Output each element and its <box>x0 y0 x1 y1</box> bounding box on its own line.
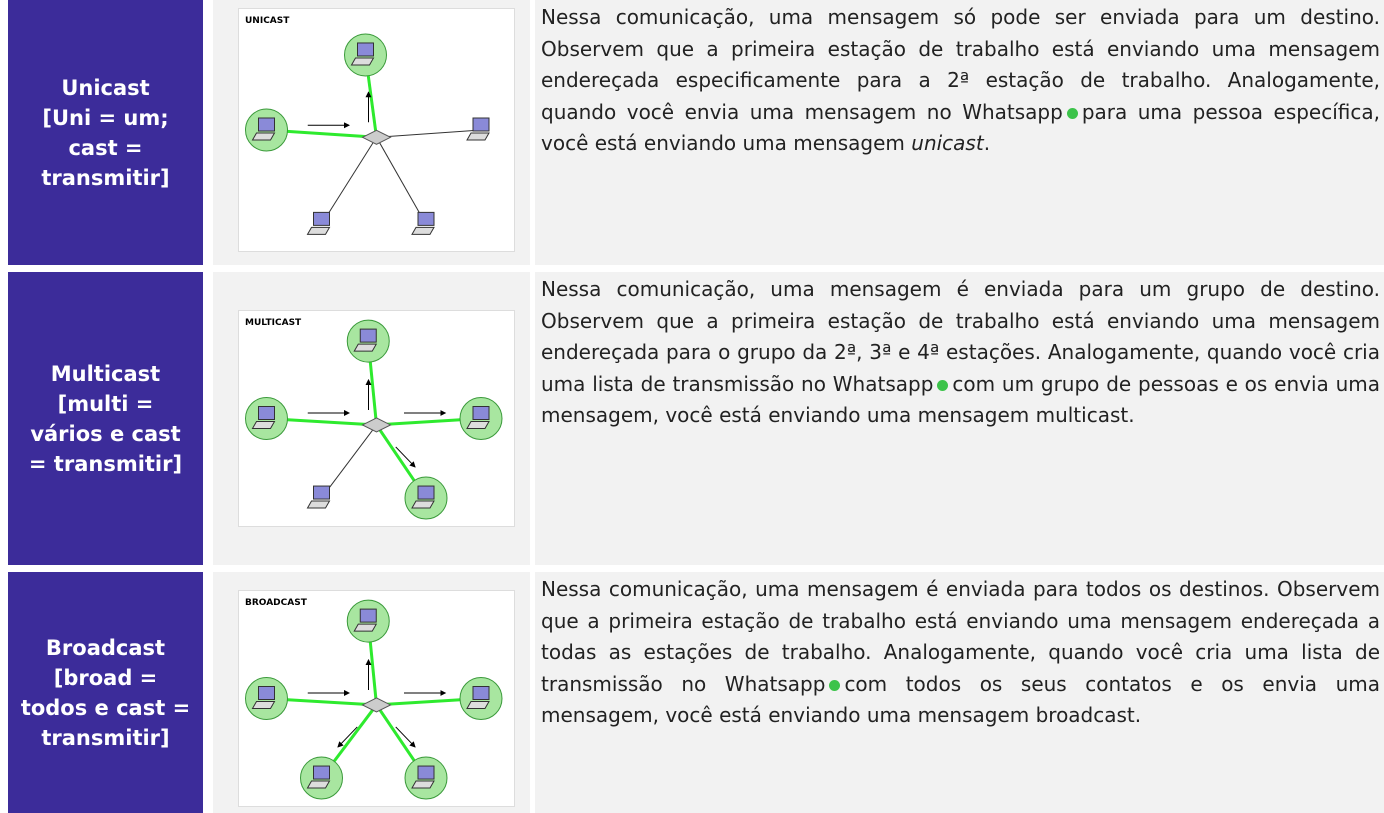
diagram-label: UNICAST <box>245 16 290 26</box>
workstation-screen <box>359 608 377 623</box>
workstation-screen <box>417 211 435 226</box>
workstation-base <box>251 132 276 141</box>
link <box>321 136 377 225</box>
arrow <box>395 446 416 468</box>
workstation-base <box>251 421 276 429</box>
table-row: Unicast [Uni = um; cast = transmitir] UNIC… <box>0 0 1384 265</box>
workstation-screen <box>258 406 275 420</box>
arrow <box>337 726 358 748</box>
workstation-base <box>251 701 276 709</box>
description-text: Nessa comunicação, uma mensagem só pode … <box>541 5 1380 124</box>
row-label: Broadcast [broad = todos e cast = transmi… <box>8 572 203 813</box>
whatsapp-icon <box>829 679 841 691</box>
workstation-screen <box>417 765 435 780</box>
row-title: Multicast <box>50 361 161 386</box>
workstation-screen <box>472 406 490 420</box>
workstation-base <box>306 780 331 789</box>
description-text: para uma pessoa específica, você está en… <box>541 99 1380 156</box>
switch <box>361 417 392 433</box>
workstation-screen <box>472 117 490 132</box>
description-end: . <box>983 131 991 155</box>
link <box>376 137 427 225</box>
emphasis: unicast <box>911 131 984 155</box>
workstation-base <box>353 623 378 632</box>
workstation-base <box>466 421 490 429</box>
switch <box>361 697 392 713</box>
diagram-label: BROADCAST <box>245 598 308 608</box>
workstation-base <box>466 132 490 141</box>
workstation-base <box>306 500 331 509</box>
workstation-screen <box>313 765 330 780</box>
network-diagram: UNICAST <box>238 8 515 252</box>
workstation-base <box>350 57 375 66</box>
description-text: com um grupo de pessoas e os envia uma m… <box>541 371 1380 428</box>
row-label: Multicast [multi = vários e cast = transm… <box>8 272 203 565</box>
whatsapp-icon <box>1066 107 1078 119</box>
workstation-base <box>353 343 378 352</box>
description-cell: Nessa comunicação, uma mensagem é enviad… <box>535 572 1384 813</box>
diagram-cell: BROADCAST <box>213 572 530 813</box>
description: Nessa comunicação, uma mensagem é enviad… <box>535 272 1384 432</box>
row-subtitle: [Uni = um; cast = transmitir] <box>41 105 170 190</box>
workstation-base <box>411 226 435 235</box>
workstation-screen <box>258 686 275 700</box>
link <box>321 424 377 499</box>
description-cell: Nessa comunicação, uma mensagem é enviad… <box>535 272 1384 565</box>
workstation-screen <box>359 328 377 343</box>
switch <box>361 129 392 145</box>
workstation-base <box>306 226 331 235</box>
table-row: Broadcast [broad = todos e cast = transmi… <box>0 572 1384 813</box>
workstation-screen <box>313 485 330 500</box>
workstation-screen <box>417 485 435 500</box>
diagram-label: MULTICAST <box>245 318 302 328</box>
table-row: Multicast [multi = vários e cast = transm… <box>0 272 1384 565</box>
row-subtitle: [multi = vários e cast = transmitir] <box>28 391 183 476</box>
description-cell: Nessa comunicação, uma mensagem só pode … <box>535 0 1384 265</box>
workstation-base <box>411 500 435 509</box>
diagram-cell: UNICAST <box>213 0 530 265</box>
workstation-screen <box>313 211 330 226</box>
row-title: Broadcast <box>45 635 166 660</box>
description: Nessa comunicação, uma mensagem só pode … <box>535 0 1384 160</box>
workstation-screen <box>472 686 490 700</box>
row-title: Unicast <box>61 75 150 100</box>
description-text: com todos os seus contatos e os envia um… <box>541 671 1381 728</box>
workstation-screen <box>357 42 374 57</box>
diagram-cell: MULTICAST <box>213 272 530 565</box>
row-subtitle: [broad = todos e cast = transmitir] <box>20 665 191 750</box>
link <box>376 129 482 138</box>
description: Nessa comunicação, uma mensagem é enviad… <box>535 572 1384 732</box>
workstation-screen <box>258 117 275 132</box>
workstation-base <box>411 780 435 789</box>
network-diagram: BROADCAST <box>238 590 515 807</box>
arrow <box>395 726 416 748</box>
description-text: Nessa comunicação, uma mensagem é enviad… <box>541 277 1380 396</box>
whatsapp-icon <box>937 379 949 391</box>
workstation-base <box>466 701 490 709</box>
description-text: Nessa comunicação, uma mensagem é enviad… <box>541 577 1380 696</box>
network-diagram: MULTICAST <box>238 310 515 527</box>
row-label: Unicast [Uni = um; cast = transmitir] <box>8 0 203 265</box>
